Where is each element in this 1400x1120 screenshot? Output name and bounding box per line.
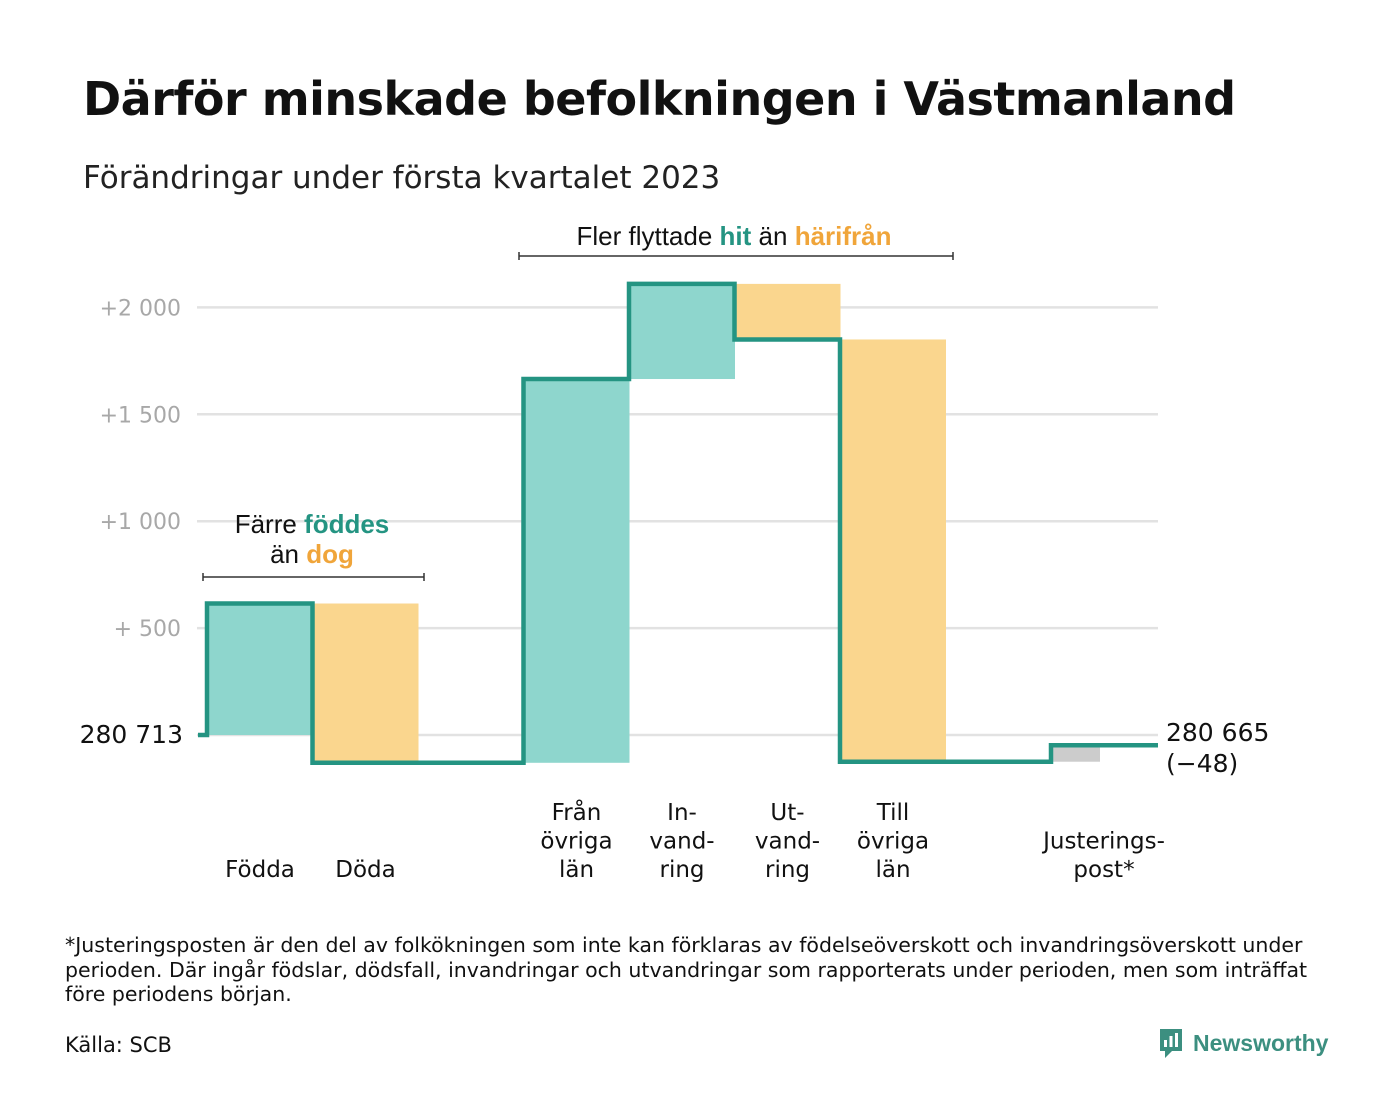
category-label: Födda: [225, 857, 295, 883]
annotation-births-line1: Färre föddes: [235, 509, 390, 539]
y-tick-label: +1 000: [100, 510, 181, 535]
labels: + 500 +1 000 +1 500 +2 000 Födda Döda Från övri…: [80, 296, 1270, 883]
bar-frånövrigalän: [523, 379, 630, 763]
category-label: In-vand-ring: [649, 800, 714, 883]
y-tick-label: +1 500: [100, 403, 181, 428]
newsworthy-logo-icon: [1160, 1029, 1182, 1058]
waterfall-chart: + 500 +1 000 +1 500 +2 000 Födda Döda Från övri…: [80, 221, 1270, 883]
source-label: Källa: SCB: [65, 1033, 172, 1057]
y-tick-label: + 500: [114, 617, 181, 642]
chart-title: Därför minskade befolkningen i Västmanla…: [83, 72, 1236, 126]
bar-döda: [312, 603, 419, 763]
end-value-label: 280 665: [1166, 718, 1269, 747]
footnote: *Justeringsposten är den del av folkökni…: [65, 933, 1308, 1006]
end-change-label: (−48): [1166, 749, 1238, 778]
bar-tillövrigalän: [840, 339, 946, 762]
bar-utvandring: [734, 283, 841, 340]
category-label: Till övriga län: [857, 800, 929, 883]
cumulative-step-line: [198, 281, 1158, 766]
category-label: Döda: [335, 857, 395, 883]
bar-invandring: [629, 283, 735, 380]
annotation-migration-bracket: [518, 252, 954, 260]
bar-födda: [207, 603, 313, 735]
y-tick-label: +2 000: [100, 296, 181, 321]
annotation-births-line2: än dog: [270, 539, 354, 569]
category-label: Justerings-post*: [1041, 829, 1165, 884]
bar-justeringspost: [1053, 745, 1100, 762]
annotation-births-bracket: [202, 573, 425, 581]
category-label: Från övriga län: [540, 798, 612, 883]
chart-subtitle: Förändringar under första kvartalet 2023: [83, 160, 721, 196]
brand-logo[interactable]: Newsworthy: [1158, 1027, 1328, 1059]
bars: [207, 283, 1100, 763]
annotation-migration: Fler flyttade hit än härifrån: [576, 221, 891, 251]
start-value-label: 280 713: [80, 720, 183, 749]
category-label: Ut-vand-ring: [755, 800, 820, 883]
brand-name: Newsworthy: [1193, 1029, 1329, 1056]
